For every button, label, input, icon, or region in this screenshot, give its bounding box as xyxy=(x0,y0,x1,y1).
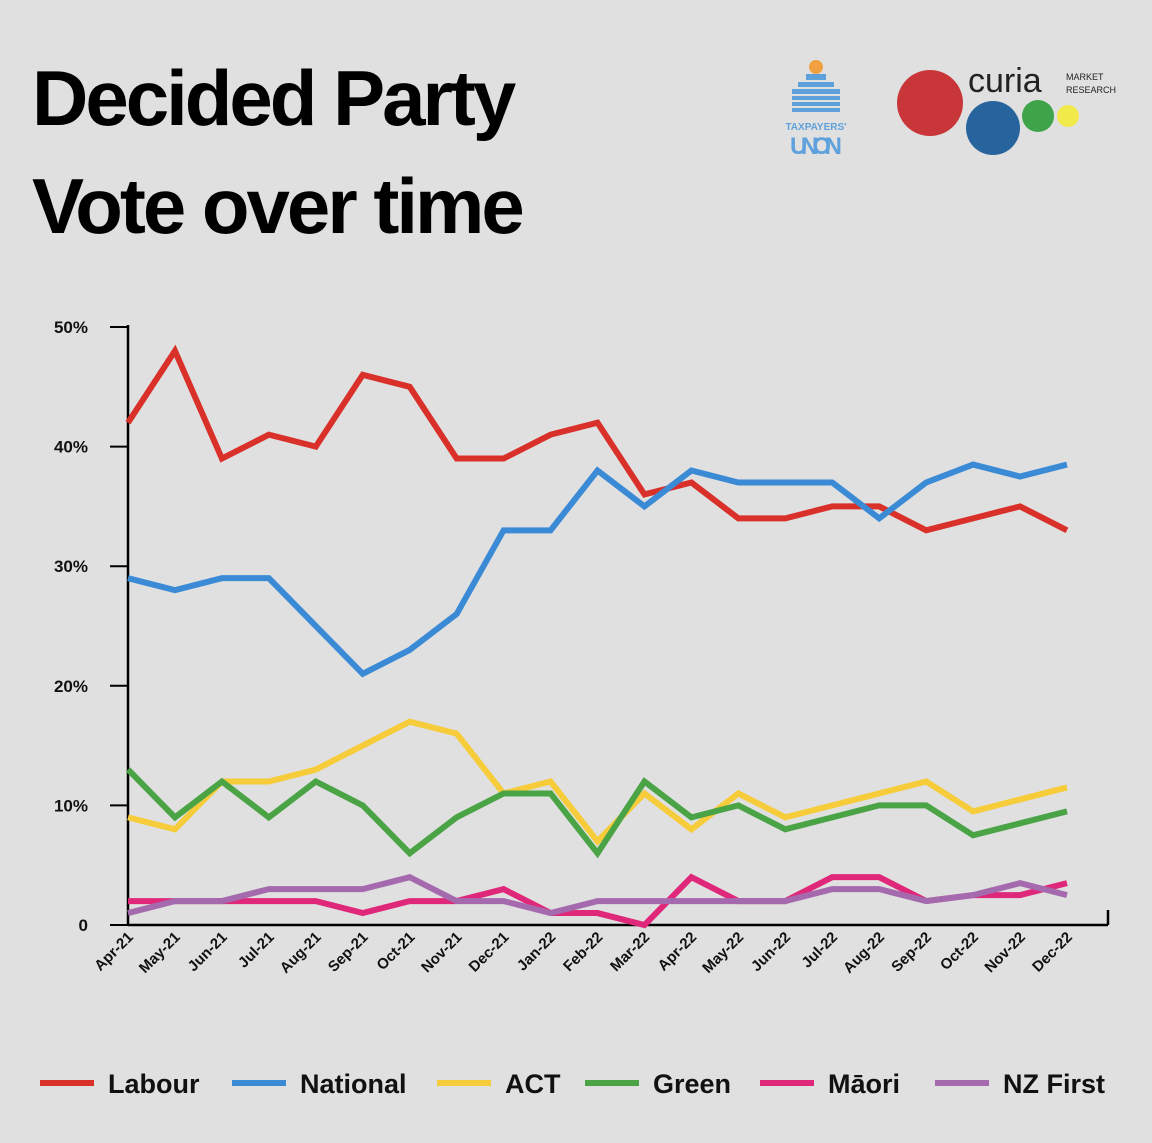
chart-title: Vote over time xyxy=(32,162,522,250)
y-tick-label: 0 xyxy=(79,916,88,935)
legend-label: ACT xyxy=(505,1069,561,1099)
y-tick-label: 40% xyxy=(54,438,88,457)
legend-label: Māori xyxy=(828,1069,900,1099)
series-line xyxy=(127,873,1068,917)
chart-title: Decided Party xyxy=(32,54,516,142)
series-line xyxy=(127,461,1068,678)
taxpayers-logo: TAXPAYERS' UNION xyxy=(785,60,847,160)
series-line xyxy=(127,718,1068,846)
legend-label: Green xyxy=(653,1069,731,1099)
logo-text: UNION xyxy=(790,133,842,160)
legend-label: National xyxy=(300,1069,407,1099)
logo-text: MARKET xyxy=(1066,72,1104,82)
curia-logo: curia MARKET RESEARCH xyxy=(897,62,1116,155)
y-tick-label: 20% xyxy=(54,677,88,696)
series-line xyxy=(125,344,1069,534)
legend-label: NZ First xyxy=(1003,1069,1105,1099)
logo-text: TAXPAYERS' xyxy=(785,122,846,133)
series-line xyxy=(128,873,1068,929)
logo-text: curia xyxy=(968,62,1042,100)
legend-label: Labour xyxy=(108,1069,200,1099)
y-tick-label: 30% xyxy=(54,557,88,576)
series-line xyxy=(125,767,1068,859)
y-tick-label: 10% xyxy=(54,796,88,815)
logo-text: RESEARCH xyxy=(1066,85,1116,95)
y-tick-label: 50% xyxy=(54,318,88,337)
